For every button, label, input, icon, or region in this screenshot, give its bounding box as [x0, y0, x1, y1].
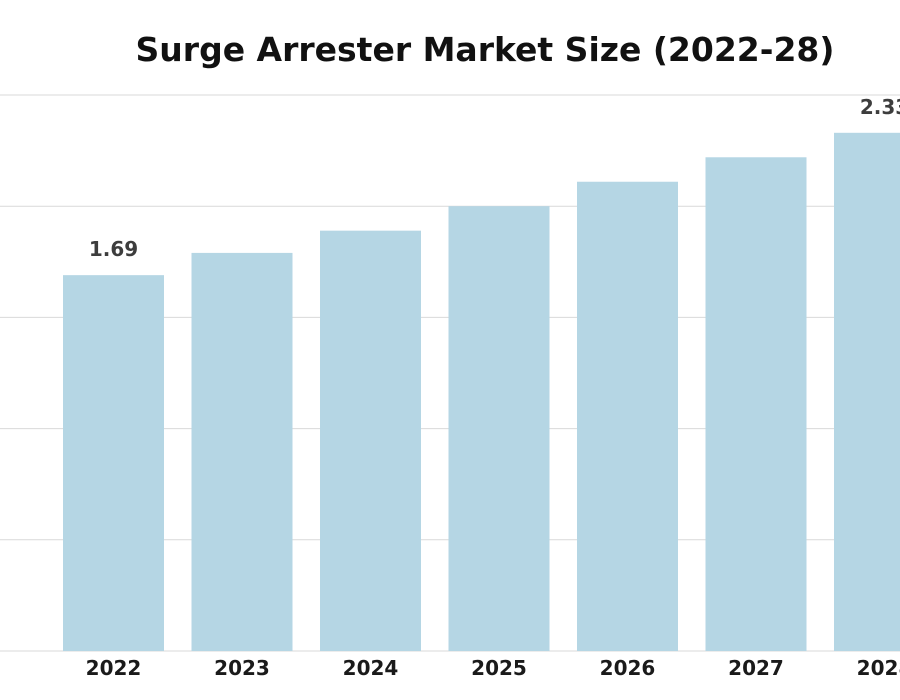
- x-tick-label: 2025: [471, 656, 527, 680]
- data-labels: 1.69 2.33: [89, 95, 900, 261]
- bar-2022: [63, 275, 164, 651]
- x-axis-ticks: 2022 2023 2024 2025 2026 2027 2028: [86, 656, 900, 680]
- x-tick-label: 2024: [343, 656, 399, 680]
- bars: [63, 132, 900, 652]
- data-label-2028: 2.33: [860, 95, 900, 119]
- data-label-2022: 1.69: [89, 237, 138, 261]
- bar-2026: [577, 181, 678, 651]
- bar-2028: [834, 132, 900, 652]
- x-tick-label: 2023: [214, 656, 270, 680]
- bar-2023: [191, 252, 293, 652]
- x-tick-label: 2027: [728, 656, 784, 680]
- x-tick-label: 2026: [600, 656, 656, 680]
- bar-2024: [320, 230, 421, 651]
- bar-2025: [448, 206, 550, 651]
- chart-title: Surge Arrester Market Size (2022-28): [136, 30, 835, 69]
- x-tick-label: 2022: [86, 656, 142, 680]
- x-tick-label: 2028: [857, 656, 900, 680]
- bar-2027: [705, 157, 807, 651]
